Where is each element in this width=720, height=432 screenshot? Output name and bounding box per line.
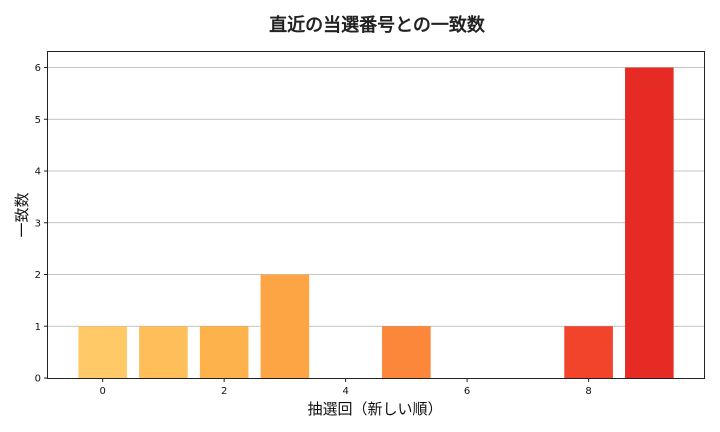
bar [78,326,127,378]
x-tick-label: 2 [221,386,227,397]
x-tick-label: 6 [464,386,470,397]
y-tick-label: 5 [35,115,41,126]
y-axis-label: 一致数 [13,192,31,237]
y-axis-ticks: 0 1 2 3 4 5 6 [35,63,48,385]
y-tick-label: 2 [35,270,41,281]
x-axis-label: 抽選回（新しい順） [307,400,442,418]
bar [564,326,613,378]
x-tick-label: 4 [342,386,348,397]
y-tick-label: 6 [35,63,41,74]
y-tick-label: 3 [35,218,41,229]
chart-title: 直近の当選番号との一致数 [269,14,486,36]
bar [382,326,431,378]
x-tick-label: 0 [99,386,105,397]
y-grid [48,67,704,327]
y-tick-label: 4 [35,167,41,178]
bar [625,67,674,379]
plot-frame [47,51,705,379]
bar [260,274,310,378]
bar [139,326,188,378]
y-tick-label: 0 [35,374,41,385]
x-tick-label: 8 [585,386,591,397]
x-axis-ticks: 0 2 4 6 8 [99,378,592,397]
y-tick-label: 1 [35,322,41,333]
bars [78,67,674,379]
bar [199,326,249,378]
